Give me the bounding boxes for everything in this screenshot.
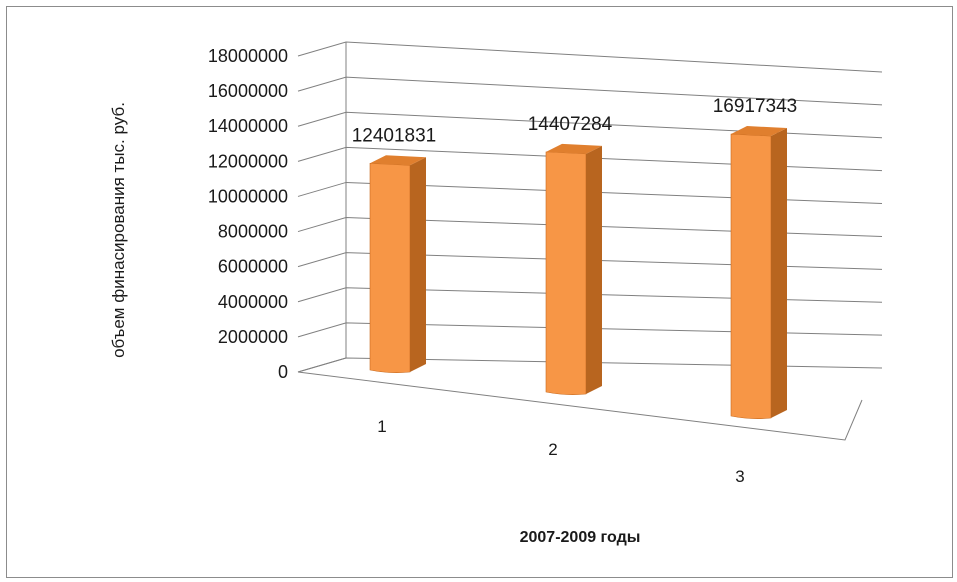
bar-side-3	[771, 128, 787, 418]
y-tick-label: 8000000	[218, 222, 288, 242]
x-category-label: 2	[548, 440, 557, 459]
x-axis-title: 2007-2009 годы	[520, 529, 641, 546]
floor-left-edge	[297, 357, 347, 373]
data-labels: 12401831 14407284 16917343	[352, 96, 798, 146]
data-label: 14407284	[528, 114, 613, 135]
x-category-label: 1	[377, 417, 386, 436]
chart-frame	[6, 6, 953, 578]
gridline	[297, 41, 883, 73]
bar-top-2	[546, 143, 602, 154]
y-tick-label: 12000000	[208, 151, 288, 171]
data-label: 16917343	[713, 96, 798, 117]
bar-front-2	[545, 151, 587, 395]
bar-top-1	[370, 155, 426, 166]
bar-front-3	[730, 133, 772, 419]
y-tick-label: 18000000	[208, 46, 288, 66]
y-tick-label: 0	[278, 362, 288, 382]
y-tick-label: 4000000	[218, 292, 288, 312]
y-tick-label: 16000000	[208, 81, 288, 101]
y-tick-label: 6000000	[218, 257, 288, 277]
bar-side-1	[410, 157, 426, 372]
bar-side-2	[586, 145, 602, 394]
y-axis-title: объем финасирования тыс. руб.	[109, 102, 128, 358]
bar-top-3	[731, 126, 787, 137]
gridlines	[297, 41, 883, 441]
x-category-label: 3	[735, 467, 744, 486]
bar-front-1	[369, 162, 411, 373]
y-tick-label: 14000000	[208, 116, 288, 136]
y-axis-ticks: 0 2000000 4000000 6000000 8000000 10000000 120…	[208, 46, 288, 382]
floor-front-edge	[297, 371, 863, 441]
bars	[369, 126, 787, 419]
data-label: 12401831	[352, 125, 437, 146]
y-tick-label: 2000000	[218, 327, 288, 347]
y-tick-label: 10000000	[208, 186, 288, 206]
x-axis-categories: 1 2 3	[377, 417, 744, 486]
